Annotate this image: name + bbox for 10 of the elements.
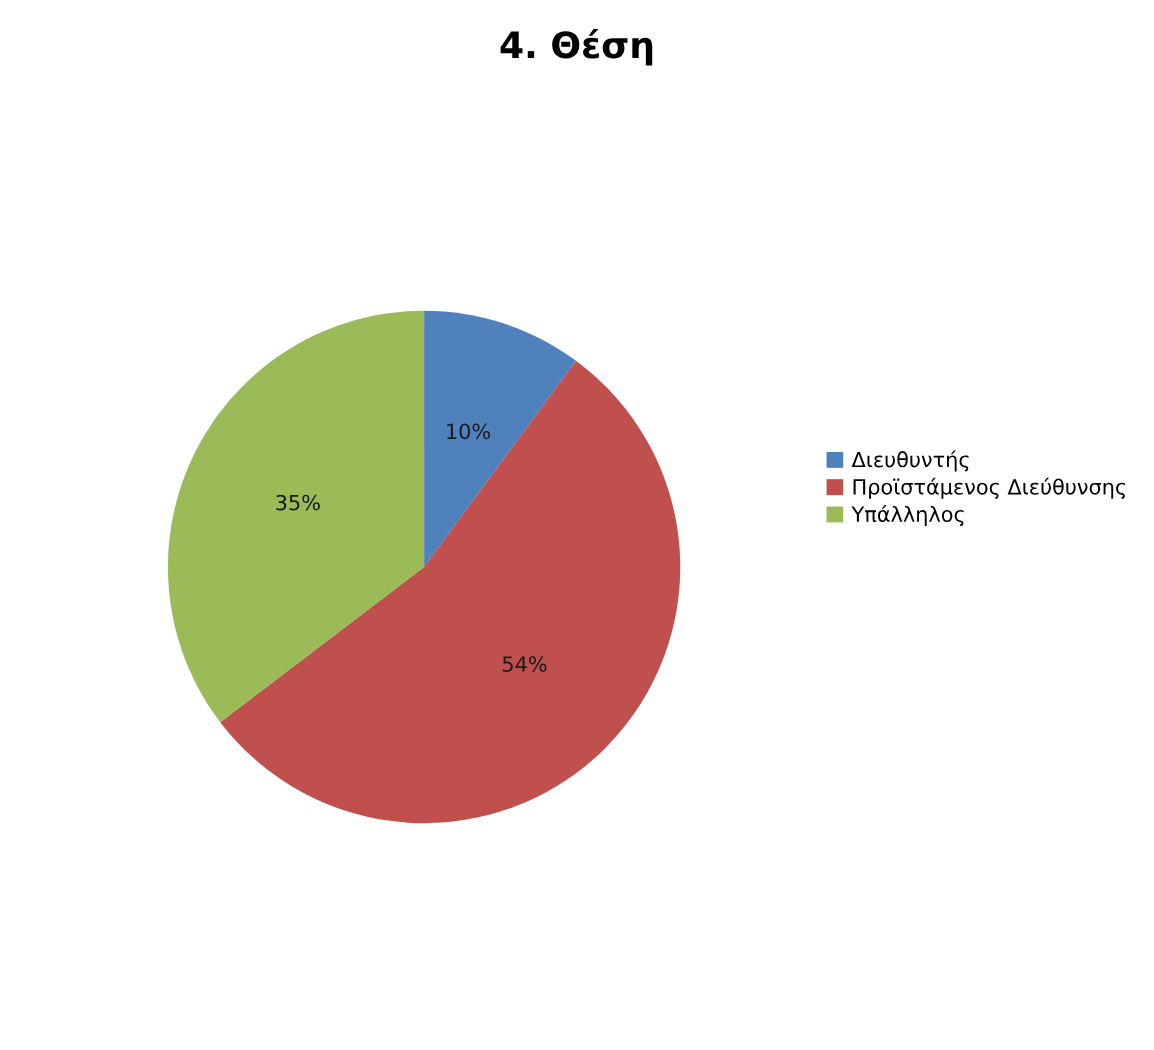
legend-label: Υπάλληλος	[851, 505, 964, 527]
chart-title: 4. Θέση	[500, 29, 653, 66]
data-label: 10%	[447, 423, 491, 440]
pie-slice	[167, 310, 425, 723]
legend-label: Προϊστάμενος Διεύθυνσης	[853, 477, 1126, 499]
pie-slice	[220, 360, 681, 824]
pie-slice	[424, 310, 576, 567]
legend-label: Διευθυντής	[851, 450, 969, 472]
data-label: 54%	[502, 656, 547, 672]
data-label: 35%	[276, 494, 320, 511]
